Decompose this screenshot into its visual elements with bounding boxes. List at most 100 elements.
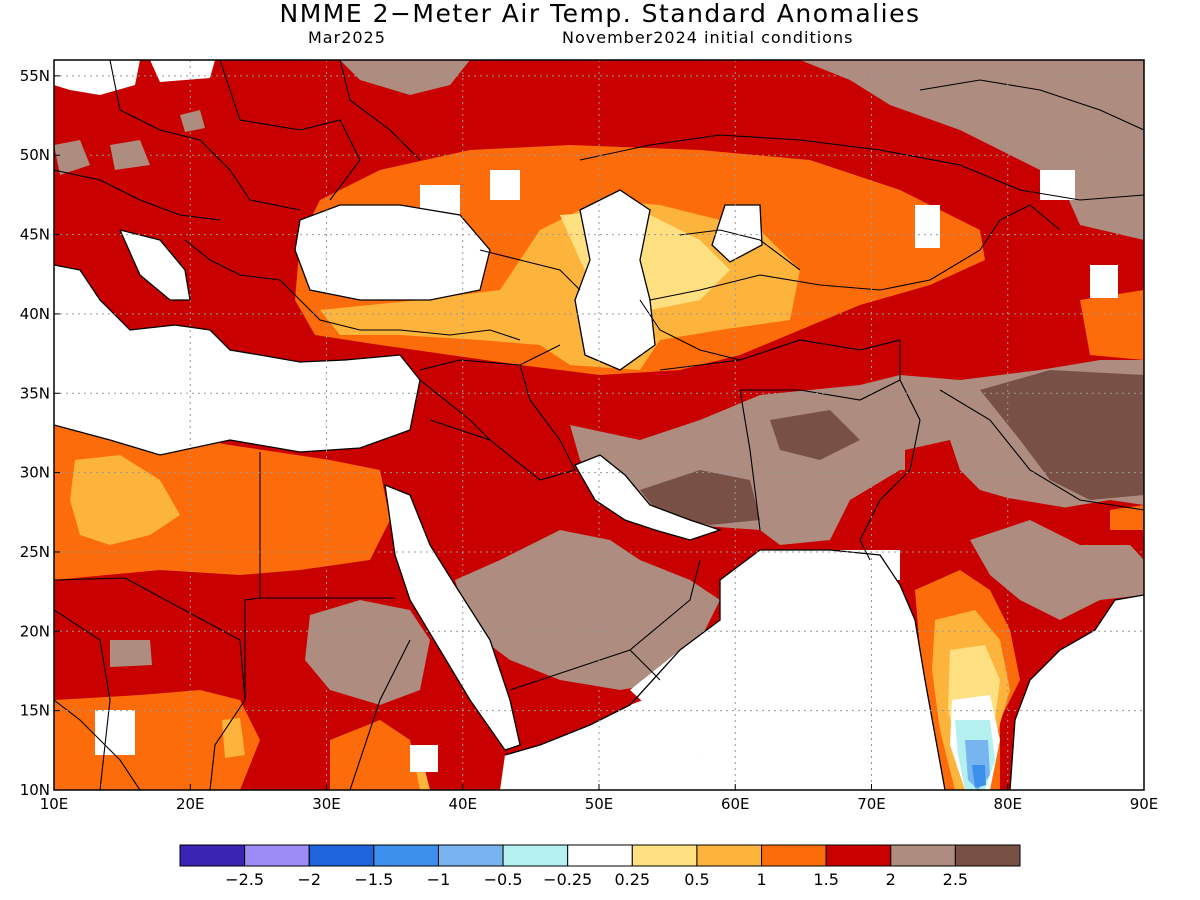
border-europe-3 [54,169,221,221]
coastline-persian-gulf [574,454,723,541]
red-sea [385,485,520,750]
anomaly-arabia-brown [455,530,720,690]
color-swatch [825,844,892,867]
anomaly-libya-yellow [70,455,180,545]
color-legend: −2.5 −2 −1.5 −1 −0.5 −0.25 0.25 0.5 1 1.5 2 2.5 [179,844,1021,889]
border-caucasus [479,249,581,291]
border-afghan [659,339,901,401]
lon-tick-label: 40E [448,795,477,813]
border-saudi-iraq [429,419,576,481]
border-nigeria-chad [54,699,141,790]
color-legend-label: 2.5 [943,870,968,889]
anomaly-india-orange [1080,290,1144,532]
anomaly-india-brown [970,520,1144,620]
color-legend-label: −2 [297,870,321,889]
lon-tick-label: 80E [993,795,1022,813]
anomaly-sudan-brown [110,600,430,705]
border-syria-iraq [419,379,491,441]
border-europe-1 [109,60,301,211]
boundary-lines [54,60,1144,790]
color-legend-label: −1.5 [354,870,393,889]
color-legend-label: −1 [427,870,451,889]
longitude-ticks: 10E 20E 30E 40E 50E 60E 70E 80E 90E [40,784,1159,813]
color-legend-label: 1 [756,870,766,889]
color-swatch [567,844,633,867]
lat-tick-label: 35N [20,384,50,402]
lon-tick-label: 10E [40,795,69,813]
border-turkey-syria [419,344,561,371]
color-swatch [631,844,698,867]
border-iran-pakistan [739,389,761,531]
border-kazakh-south [649,249,981,301]
coastline-red-sea [384,483,521,751]
latitude-ticks: 55N 50N 45N 40N 35N 30N 25N 20N 15N 10N [20,67,60,799]
color-swatch [761,844,827,867]
coastline-aral [711,204,763,263]
lat-tick-label: 55N [20,67,50,85]
coastline-black-sea [294,204,491,301]
border-mongolia [919,79,1144,131]
border-turkmen [639,299,741,361]
lat-tick-label: 15N [20,702,50,720]
color-swatch [437,844,504,867]
border-oman [629,559,701,651]
color-swatch [696,844,763,867]
lon-tick-label: 30E [312,795,341,813]
color-swatch [244,844,310,867]
coastline-mediterranean [54,264,421,456]
border-egypt-sudan [244,597,261,700]
color-legend-label: −0.5 [484,870,523,889]
color-swatch [890,844,956,867]
color-swatch [179,844,246,867]
lon-tick-label: 60E [721,795,750,813]
map-title: NMME 2−Meter Air Temp. Standard Anomalie… [279,0,921,28]
adriatic-sea [120,230,190,300]
lon-tick-label: 90E [1130,795,1159,813]
lat-tick-label: 25N [20,543,50,561]
coastline-india-east [1009,594,1144,790]
anomaly-north-africa-orange [54,425,390,580]
border-sudan-ethiopia [349,639,411,790]
border-china-mongolia [1019,189,1144,201]
lon-tick-label: 50E [585,795,614,813]
national-borders [54,60,1144,790]
border-balkans [184,239,301,301]
color-legend-label: 0.5 [684,870,709,889]
border-turkey-north [299,299,521,341]
caspian-sea [575,190,655,370]
anomaly-ethiopia-orange [330,720,420,790]
forecast-month: Mar2025 [308,28,386,47]
lat-tick-label: 30N [20,464,50,482]
anomaly-north-brown [340,60,470,95]
border-india-china [939,389,1144,511]
border-russia-kazakh [579,134,1021,191]
mediterranean-sea [54,265,420,455]
lon-tick-label: 70E [857,795,886,813]
arabian-sea [630,550,945,790]
color-legend-label: 2 [886,870,896,889]
border-pakistan-india [859,379,921,561]
lat-tick-label: 10N [20,781,50,799]
border-europe-2 [219,60,361,201]
aral-sea [712,205,762,262]
bay-of-bengal [1010,595,1144,790]
lat-tick-label: 45N [20,226,50,244]
color-legend-label: 1.5 [813,870,838,889]
border-libya-west [54,577,246,701]
anomaly-mongolia-brown [800,60,1144,240]
color-legend-label: −2.5 [225,870,264,889]
anomaly-shading [54,60,1144,790]
lake-balkhash [915,205,940,248]
black-sea [295,205,490,300]
lon-tick-label: 20E [176,795,205,813]
persian-gulf [575,455,720,540]
lat-tick-label: 20N [20,622,50,640]
grid-lines [54,60,1144,790]
border-saudi-yemen [509,649,661,691]
color-swatch [502,844,569,867]
north-gap-1 [54,60,215,95]
border-europe-4 [339,60,421,161]
border-iraq-iran [519,364,576,471]
border-chad-sudan [209,699,246,790]
